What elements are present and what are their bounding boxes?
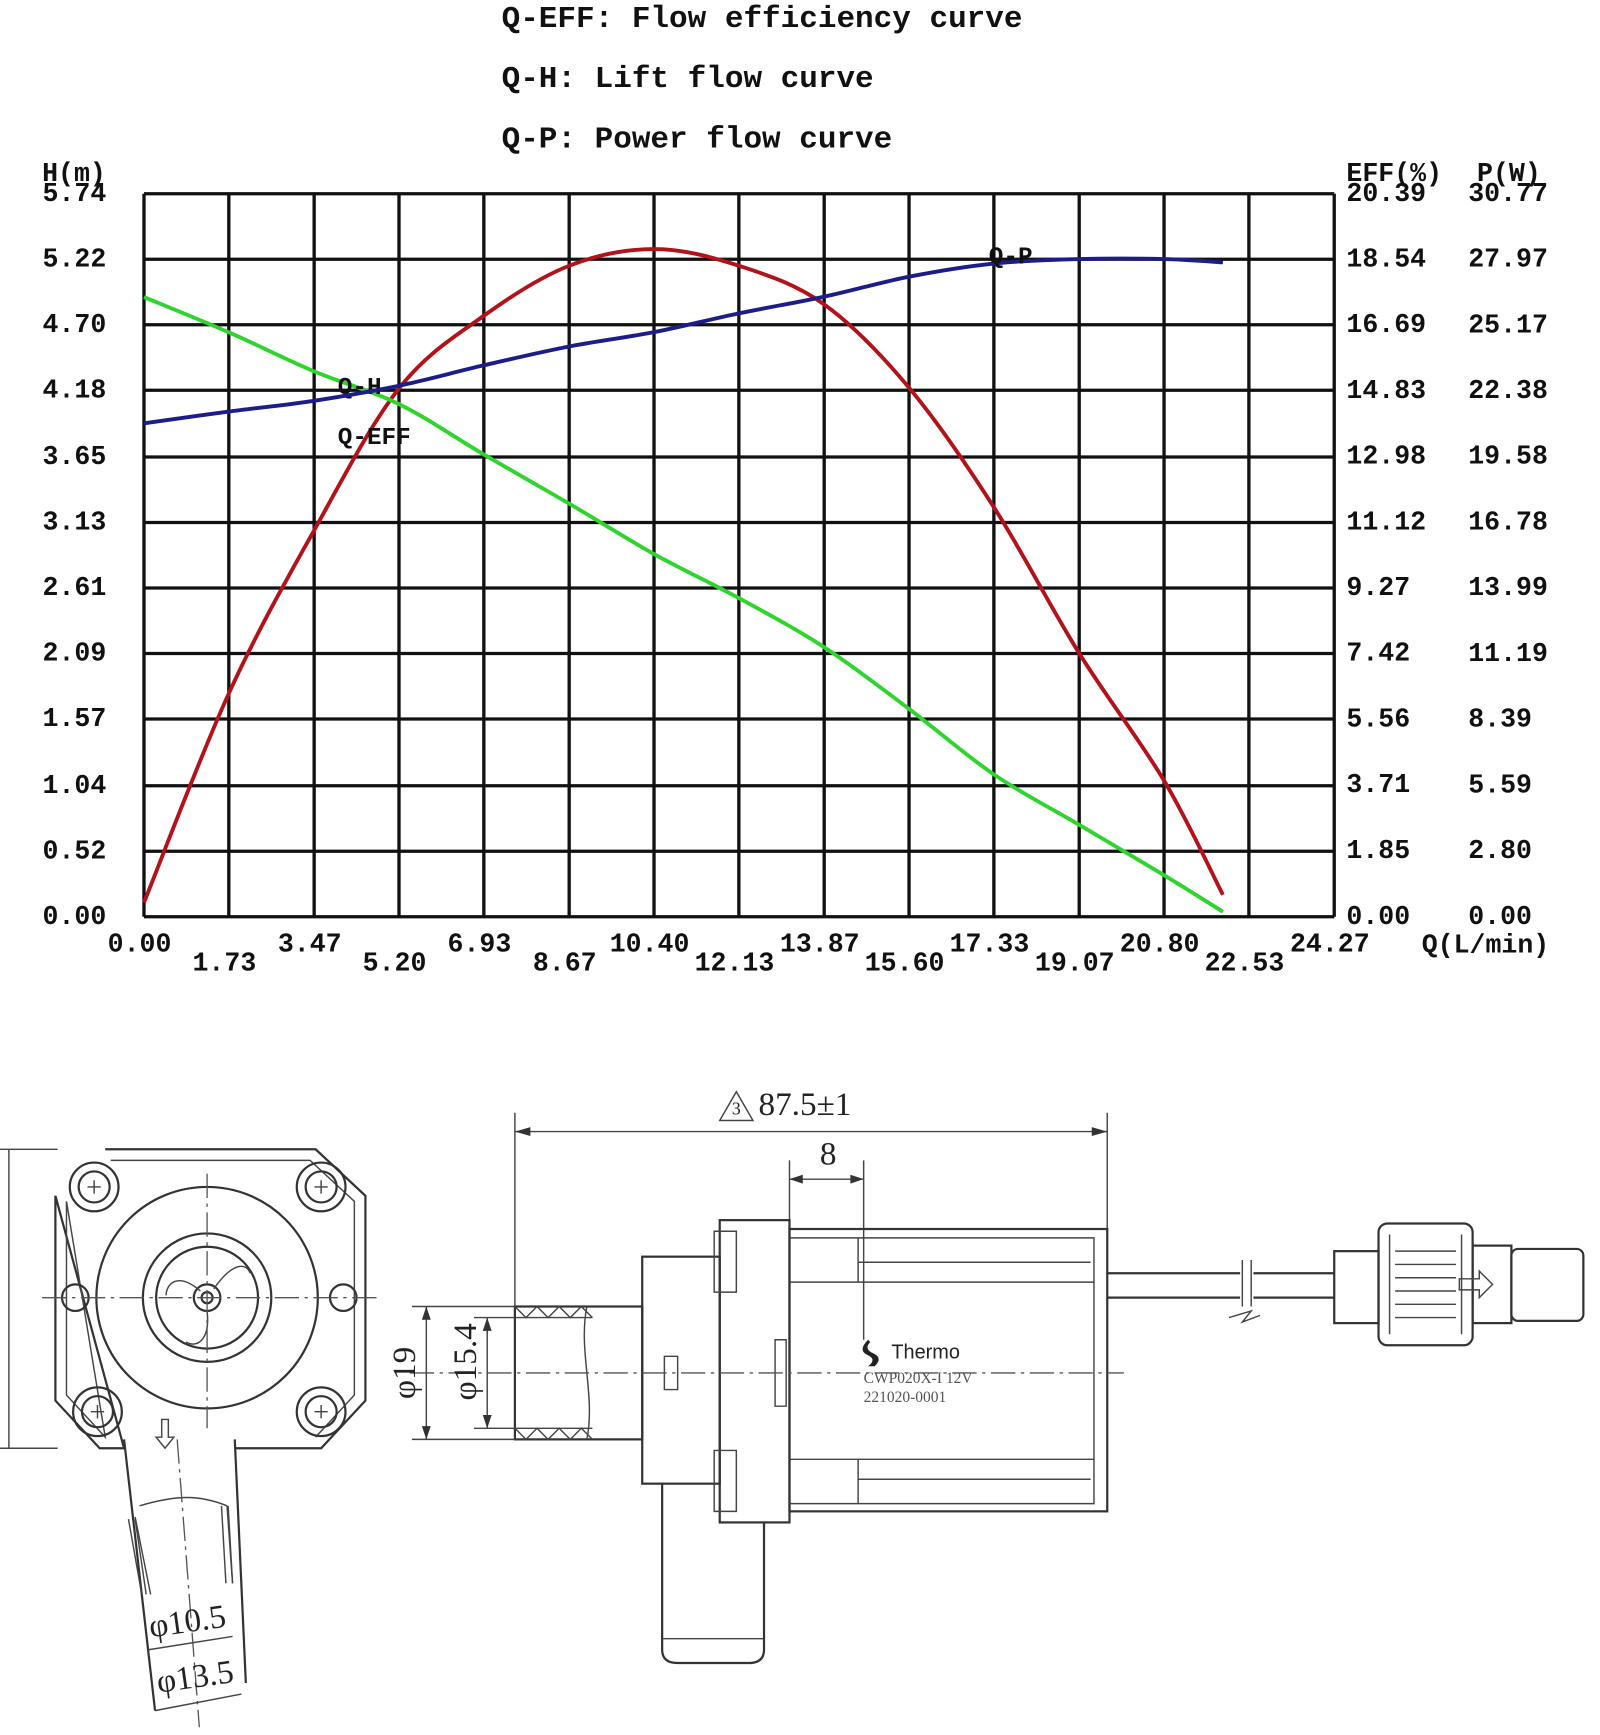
revision-mark: 3 bbox=[732, 1099, 741, 1119]
y-tick-label: 1.04 bbox=[43, 771, 107, 801]
x-tick-label: 17.33 bbox=[950, 929, 1030, 959]
series-line bbox=[142, 247, 1225, 904]
x-tick-label: 10.40 bbox=[610, 929, 690, 959]
y2-tick-label: 20.39 bbox=[1346, 179, 1426, 209]
x-tick-label: 15.60 bbox=[865, 948, 945, 978]
y2-tick-label: 11.12 bbox=[1346, 507, 1426, 537]
y-tick-label: 5.74 bbox=[43, 179, 107, 209]
serial-label: 221020-0001 bbox=[864, 1389, 947, 1406]
outlet-inner-diameter: φ10.5 bbox=[147, 1598, 229, 1645]
y2-tick-label: 18.54 bbox=[1346, 244, 1426, 274]
y2-axis-title: EFF(%) bbox=[1346, 159, 1442, 189]
y2-tick-label: 3.71 bbox=[1346, 770, 1410, 800]
brand-label: Thermo bbox=[891, 1341, 960, 1363]
y3-tick-label: 0.00 bbox=[1468, 902, 1532, 932]
x-tick-label: 20.80 bbox=[1120, 929, 1200, 959]
y-tick-label: 3.65 bbox=[43, 442, 107, 472]
y3-tick-label: 16.78 bbox=[1468, 508, 1548, 538]
y3-tick-label: 8.39 bbox=[1468, 705, 1532, 735]
x-tick-label: 0.00 bbox=[108, 929, 172, 959]
x-tick-label: 3.47 bbox=[278, 929, 342, 959]
y2-tick-label: 7.42 bbox=[1346, 639, 1410, 669]
y3-tick-label: 2.80 bbox=[1468, 836, 1532, 866]
y-axis-title: H(m) bbox=[42, 159, 106, 189]
y2-tick-label: 14.83 bbox=[1346, 376, 1426, 406]
y3-tick-label: 22.38 bbox=[1468, 376, 1548, 406]
y2-tick-label: 16.69 bbox=[1346, 310, 1426, 340]
y3-tick-label: 27.97 bbox=[1468, 245, 1548, 275]
x-tick-label: 5.20 bbox=[363, 948, 427, 978]
y-tick-label: 4.18 bbox=[43, 375, 107, 405]
y-tick-label: 0.00 bbox=[43, 902, 107, 932]
y3-tick-label: 11.19 bbox=[1468, 639, 1548, 669]
y2-tick-label: 12.98 bbox=[1346, 442, 1426, 472]
x-tick-label: 8.67 bbox=[533, 948, 597, 978]
y2-tick-label: 0.00 bbox=[1346, 902, 1410, 932]
front-view: φ10.5 φ13.5 bbox=[0, 1148, 377, 1728]
x-axis-title: Q(L/min) bbox=[1422, 931, 1550, 961]
curve-label: Q-EFF bbox=[338, 425, 411, 452]
legend-entry: Q-P: Power flow curve bbox=[502, 123, 893, 158]
x-tick-label: 22.53 bbox=[1205, 948, 1285, 978]
overall-length: 87.5±1 bbox=[758, 1086, 851, 1123]
x-tick-label: 12.13 bbox=[695, 948, 775, 978]
legend-entry: Q-H: Lift flow curve bbox=[502, 62, 874, 97]
y-tick-label: 0.52 bbox=[43, 836, 107, 866]
x-tick-label: 1.73 bbox=[193, 948, 257, 978]
y2-tick-label: 1.85 bbox=[1346, 836, 1410, 866]
y3-tick-label: 13.99 bbox=[1468, 573, 1548, 603]
x-tick-label: 19.07 bbox=[1035, 948, 1115, 978]
y-tick-label: 4.70 bbox=[43, 310, 107, 340]
y3-tick-label: 25.17 bbox=[1468, 310, 1548, 340]
outlet-outer-diameter: φ13.5 bbox=[154, 1653, 236, 1700]
legend-entry: Q-EFF: Flow efficiency curve bbox=[502, 2, 1023, 37]
flange-offset: 8 bbox=[820, 1136, 837, 1173]
y-tick-label: 3.13 bbox=[43, 508, 107, 538]
x-tick-label: 6.93 bbox=[448, 929, 512, 959]
chart: 0.00 0.52 1.04 1.57 2.09 2.61 3.13 3.65 4.18 4.70… bbox=[43, 2, 1548, 978]
y2-tick-label: 5.56 bbox=[1346, 705, 1410, 735]
x-tick-label: 13.87 bbox=[780, 929, 860, 959]
y3-tick-label: 19.58 bbox=[1468, 442, 1548, 472]
y-tick-label: 2.09 bbox=[43, 639, 107, 669]
inlet-inner-diameter: φ15.4 bbox=[447, 1323, 484, 1401]
y-tick-label: 2.61 bbox=[43, 573, 107, 603]
y2-tick-label: 9.27 bbox=[1346, 573, 1410, 603]
series-line bbox=[143, 295, 1224, 914]
inlet-outer-diameter: φ19 bbox=[386, 1347, 423, 1399]
model-label: CWP020X-I 12V bbox=[864, 1370, 974, 1387]
y-tick-label: 5.22 bbox=[43, 244, 107, 274]
curve-label: Q-P bbox=[989, 244, 1033, 271]
series-line bbox=[143, 256, 1224, 426]
y3-tick-label: 5.59 bbox=[1468, 770, 1532, 800]
side-view: 3 87.5±1 8 φ19 φ1 bbox=[386, 1086, 1585, 1665]
y-tick-label: 1.57 bbox=[43, 704, 107, 734]
y3-axis-title: P(W) bbox=[1477, 159, 1541, 189]
x-tick-label: 24.27 bbox=[1290, 929, 1370, 959]
y3-tick-label: 30.77 bbox=[1468, 179, 1548, 209]
